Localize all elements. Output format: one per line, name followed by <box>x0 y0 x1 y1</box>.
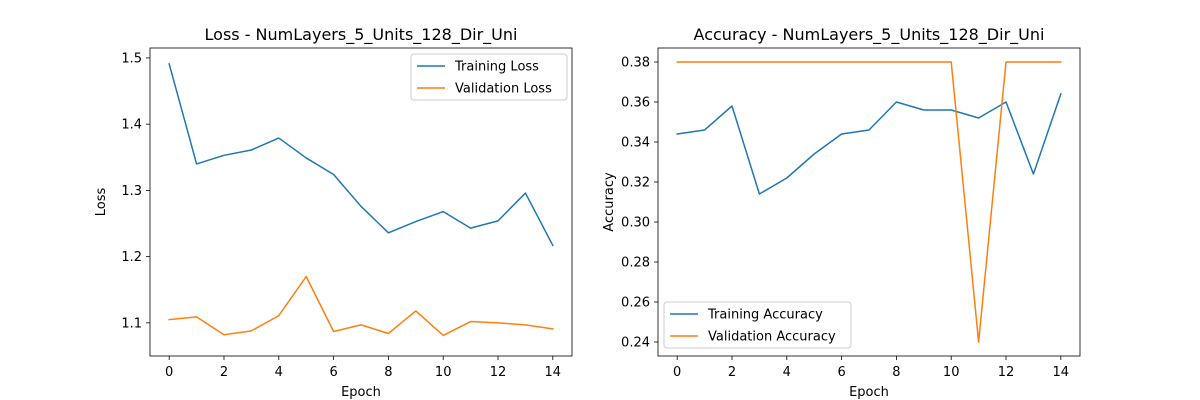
accuracy-y-tick-label: 0.34 <box>621 136 650 151</box>
loss-legend: Training Loss Validation Loss <box>410 53 568 101</box>
loss-x-tick-label: 10 <box>435 365 452 380</box>
accuracy-y-tick-label: 0.32 <box>621 176 650 191</box>
loss-x-tick-label: 14 <box>545 365 562 380</box>
accuracy-y-tick-label: 0.26 <box>621 296 650 311</box>
accuracy-x-tick-label: 2 <box>728 365 736 380</box>
loss-legend-box <box>410 53 568 101</box>
accuracy-x-tick-label: 10 <box>943 365 960 380</box>
loss-y-axis-label: Loss <box>94 188 109 217</box>
loss-x-tick-label: 4 <box>275 365 283 380</box>
loss-chart-title: Loss - NumLayers_5_Units_128_Dir_Uni <box>205 25 518 45</box>
accuracy-x-tick-label: 14 <box>1053 365 1070 380</box>
accuracy-plot-frame <box>657 47 1081 357</box>
accuracy-legend-box <box>663 301 852 349</box>
loss-y-tick-label: 1.1 <box>121 316 142 331</box>
loss-x-tick-label: 12 <box>490 365 507 380</box>
accuracy-y-tick-label: 0.30 <box>621 216 650 231</box>
accuracy-y-axis-label: Accuracy <box>602 172 617 232</box>
accuracy-x-tick-label: 12 <box>998 365 1015 380</box>
loss-x-tick-label: 2 <box>220 365 228 380</box>
accuracy-chart: Accuracy - NumLayers_5_Units_128_Dir_Uni… <box>602 25 1081 400</box>
accuracy-x-tick-label: 6 <box>837 365 845 380</box>
loss-y-tick-label: 1.4 <box>121 118 142 133</box>
accuracy-series-training-accuracy-line <box>676 93 1062 195</box>
accuracy-x-tick-label: 8 <box>892 365 900 380</box>
loss-y-tick-label: 1.2 <box>121 250 142 265</box>
accuracy-x-axis-label: Epoch <box>849 385 889 400</box>
accuracy-y-tick-label: 0.28 <box>621 256 650 271</box>
accuracy-series-validation-accuracy-line <box>676 61 1062 343</box>
accuracy-x-tick-label: 0 <box>673 365 681 380</box>
loss-y-tick-label: 1.5 <box>121 51 142 66</box>
loss-legend-label: Validation Loss <box>455 82 552 97</box>
loss-x-tick-label: 0 <box>165 365 173 380</box>
loss-plot-frame <box>149 47 573 357</box>
loss-chart: Loss - NumLayers_5_Units_128_Dir_Uni 0 2 4 6… <box>94 25 573 400</box>
accuracy-legend: Training Accuracy Validation Accuracy <box>663 301 852 349</box>
accuracy-chart-title: Accuracy - NumLayers_5_Units_128_Dir_Uni <box>694 25 1045 45</box>
loss-y-tick-label: 1.3 <box>121 184 142 199</box>
loss-series-validation-loss-line <box>168 275 554 337</box>
loss-legend-label: Training Loss <box>454 60 539 75</box>
loss-series-training-loss-line <box>168 62 554 247</box>
accuracy-x-tick-label: 4 <box>783 365 791 380</box>
accuracy-legend-label: Validation Accuracy <box>708 330 836 345</box>
loss-x-tick-label: 6 <box>329 365 337 380</box>
accuracy-legend-label: Training Accuracy <box>707 308 823 323</box>
accuracy-y-tick-label: 0.36 <box>621 96 650 111</box>
loss-x-tick-label: 8 <box>384 365 392 380</box>
accuracy-y-tick-label: 0.24 <box>621 336 650 351</box>
loss-x-axis-label: Epoch <box>341 385 381 400</box>
accuracy-y-tick-label: 0.38 <box>621 56 650 71</box>
